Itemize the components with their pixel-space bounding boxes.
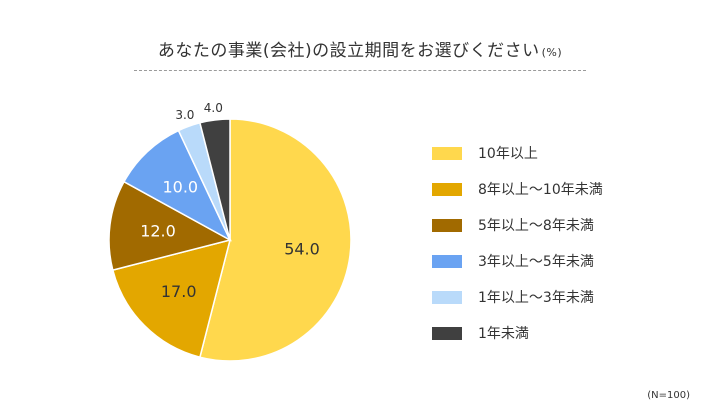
slice-value-label-3: 10.0 bbox=[162, 178, 198, 197]
legend-swatch-1 bbox=[432, 182, 462, 196]
title-divider bbox=[134, 70, 586, 71]
pie-labels: 54.0 17.0 12.0 10.0 3.0 4.0 bbox=[140, 101, 320, 301]
slice-value-label-5: 4.0 bbox=[204, 101, 223, 115]
legend-label-1: 8年以上～10年未満 bbox=[478, 182, 603, 198]
legend-item-4: 1年以上～3年未満 bbox=[432, 279, 603, 315]
legend-swatch-5 bbox=[432, 326, 462, 340]
pie-slice-3 bbox=[122, 129, 232, 242]
chart-title-text: あなたの事業(会社)の設立期間をお選びください bbox=[157, 41, 540, 61]
legend-swatch-2 bbox=[432, 218, 462, 232]
pie-slice-5 bbox=[198, 118, 231, 241]
legend-label-2: 5年以上～8年未満 bbox=[478, 218, 594, 234]
legend-label-4: 1年以上～3年未満 bbox=[478, 290, 594, 306]
slice-value-label-0: 54.0 bbox=[284, 240, 320, 259]
chart-unit: (%) bbox=[541, 46, 563, 59]
legend-item-0: 10年以上 bbox=[432, 135, 603, 171]
legend-label-0: 10年以上 bbox=[478, 146, 538, 162]
legend-label-3: 3年以上～5年未満 bbox=[478, 254, 594, 270]
slice-value-label-4: 3.0 bbox=[175, 108, 194, 122]
legend-item-1: 8年以上～10年未満 bbox=[432, 171, 603, 207]
legend-swatch-4 bbox=[432, 290, 462, 304]
legend-label-5: 1年未満 bbox=[478, 326, 529, 342]
pie-slice-1 bbox=[111, 238, 232, 359]
sample-size-note: (N=100) bbox=[647, 390, 690, 401]
slice-value-label-2: 12.0 bbox=[140, 221, 176, 240]
legend-swatch-3 bbox=[432, 254, 462, 268]
legend-item-5: 1年未満 bbox=[432, 315, 603, 351]
slice-value-label-1: 17.0 bbox=[161, 282, 197, 301]
chart-title: あなたの事業(会社)の設立期間をお選びください (%) bbox=[0, 36, 720, 61]
pie-slice-2 bbox=[108, 180, 233, 272]
legend: 10年以上 8年以上～10年未満 5年以上～8年未満 3年以上～5年未満 1年以上～3年… bbox=[432, 135, 603, 351]
legend-item-2: 5年以上～8年未満 bbox=[432, 207, 603, 243]
legend-swatch-0 bbox=[432, 146, 462, 160]
legend-item-3: 3年以上～5年未満 bbox=[432, 243, 603, 279]
pie-slices bbox=[108, 118, 352, 362]
pie-slice-0 bbox=[198, 118, 352, 362]
